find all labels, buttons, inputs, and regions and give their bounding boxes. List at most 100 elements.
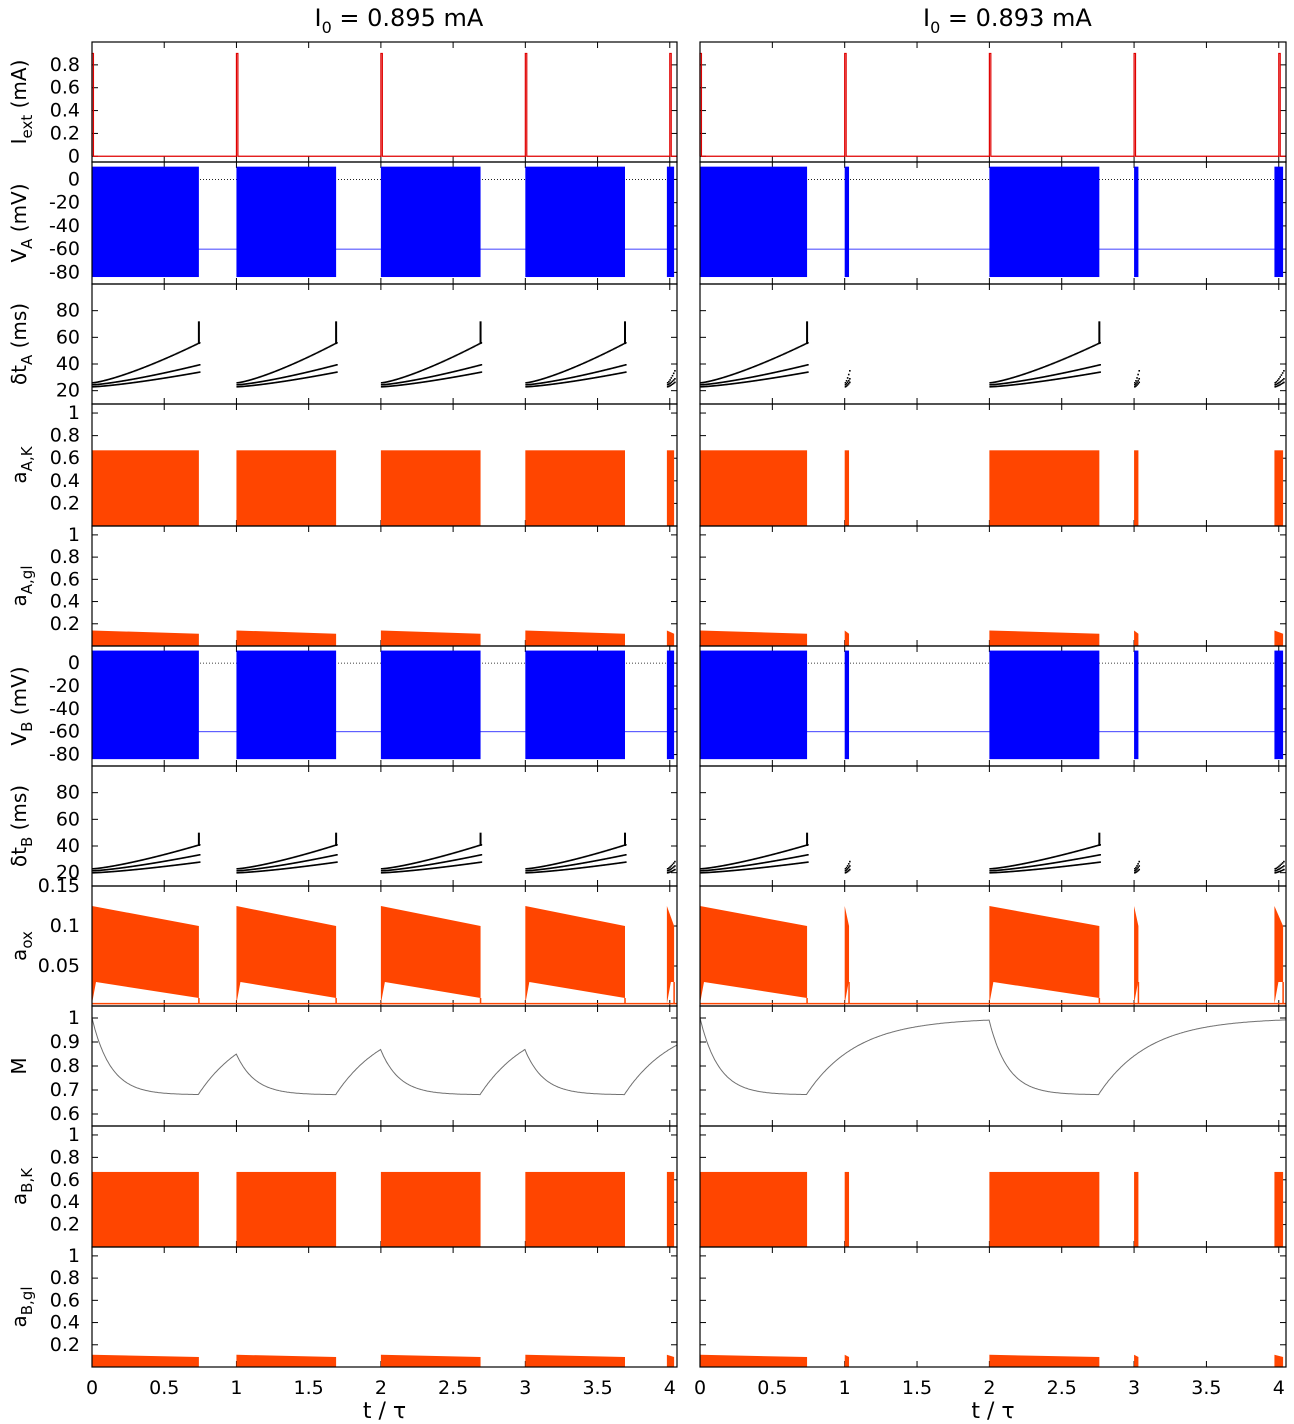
data-point bbox=[715, 866, 718, 868]
data-point bbox=[525, 870, 527, 872]
data-point bbox=[719, 381, 721, 384]
data-point bbox=[446, 372, 449, 374]
data-point bbox=[1044, 858, 1047, 860]
data-point bbox=[757, 867, 760, 869]
data-point bbox=[118, 864, 121, 866]
data-point bbox=[710, 871, 713, 874]
data-point bbox=[993, 385, 995, 388]
data-point bbox=[268, 869, 271, 872]
data-point bbox=[95, 385, 98, 388]
data-point bbox=[100, 871, 103, 874]
data-point bbox=[1071, 864, 1074, 867]
data-point bbox=[1075, 864, 1077, 866]
data-point bbox=[783, 864, 785, 866]
data-point bbox=[537, 868, 539, 871]
data-point bbox=[122, 383, 124, 385]
data-point bbox=[392, 868, 395, 871]
data-point bbox=[1136, 377, 1138, 379]
data-point bbox=[301, 372, 303, 375]
data-point bbox=[544, 377, 547, 379]
data-point bbox=[1012, 870, 1014, 873]
data-point bbox=[700, 384, 702, 386]
data-point bbox=[460, 864, 462, 866]
data-point bbox=[599, 375, 602, 378]
data-point bbox=[1060, 860, 1063, 863]
data-point bbox=[540, 871, 543, 873]
data-point bbox=[804, 861, 807, 864]
data-point bbox=[588, 359, 591, 362]
data-point bbox=[284, 380, 287, 382]
data-point bbox=[236, 382, 239, 384]
data-point bbox=[286, 375, 289, 378]
data-point bbox=[1094, 845, 1097, 847]
data-point bbox=[1138, 370, 1141, 372]
data-point bbox=[117, 380, 119, 383]
data-point bbox=[612, 367, 615, 369]
data-point bbox=[798, 346, 801, 348]
data-point bbox=[394, 379, 396, 381]
data-point bbox=[533, 385, 536, 388]
data-point bbox=[415, 371, 418, 374]
y-label-main: a bbox=[7, 1315, 31, 1327]
y-tick-label: 0.8 bbox=[50, 1055, 80, 1077]
data-point bbox=[544, 870, 547, 873]
data-point bbox=[586, 855, 589, 857]
data-point bbox=[551, 380, 554, 383]
data-point bbox=[733, 869, 736, 872]
data-point bbox=[720, 384, 723, 386]
data-point bbox=[440, 866, 443, 869]
data-point bbox=[402, 376, 405, 379]
data-point bbox=[304, 865, 307, 868]
data-point bbox=[236, 868, 239, 870]
data-point bbox=[1073, 864, 1076, 867]
column-titles: I0 = 0.895 mA I0 = 0.893 mA bbox=[315, 4, 1093, 37]
data-point bbox=[528, 867, 531, 870]
data-point bbox=[1137, 373, 1139, 376]
data-point bbox=[468, 856, 471, 859]
data-point bbox=[1075, 369, 1077, 372]
data-point bbox=[475, 845, 478, 848]
data-point bbox=[294, 362, 296, 364]
data-point bbox=[442, 373, 444, 375]
data-point bbox=[272, 865, 275, 868]
data-point bbox=[1042, 366, 1045, 369]
data-point bbox=[545, 376, 548, 379]
y-tick-label: 80 bbox=[56, 300, 80, 322]
data-point bbox=[185, 863, 188, 865]
data-point bbox=[615, 346, 617, 349]
data-point bbox=[746, 368, 749, 370]
data-point bbox=[847, 373, 850, 376]
data-point bbox=[1276, 382, 1279, 385]
data-point bbox=[1096, 861, 1099, 864]
data-point bbox=[791, 848, 794, 851]
data-point bbox=[110, 382, 112, 384]
data-point bbox=[1014, 870, 1017, 873]
data-point bbox=[322, 863, 325, 865]
data-point bbox=[389, 380, 391, 382]
data-point bbox=[768, 359, 771, 362]
data-point bbox=[1009, 384, 1012, 386]
y-tick-label: 0.7 bbox=[50, 1079, 80, 1101]
data-point bbox=[1049, 363, 1052, 366]
y-label-main: δt bbox=[7, 365, 31, 385]
burst-band bbox=[525, 166, 625, 278]
data-point bbox=[94, 867, 97, 870]
panel-a_Bgl: aB,gl0.20.40.60.81 bbox=[7, 1245, 1287, 1368]
data-point bbox=[309, 864, 312, 867]
data-point bbox=[140, 868, 142, 870]
data-point bbox=[408, 869, 411, 872]
panel-a_BK-col1 bbox=[699, 1125, 1287, 1248]
data-point bbox=[1090, 345, 1093, 348]
data-point bbox=[802, 372, 804, 374]
data-point bbox=[283, 367, 285, 369]
data-point bbox=[198, 371, 201, 373]
data-point bbox=[136, 377, 139, 380]
data-point bbox=[254, 381, 257, 384]
data-point bbox=[413, 869, 415, 872]
data-point bbox=[461, 368, 463, 371]
data-point bbox=[240, 867, 242, 870]
data-point bbox=[772, 853, 774, 856]
data-point bbox=[1043, 867, 1046, 870]
data-point bbox=[611, 848, 614, 850]
data-point bbox=[437, 862, 439, 864]
